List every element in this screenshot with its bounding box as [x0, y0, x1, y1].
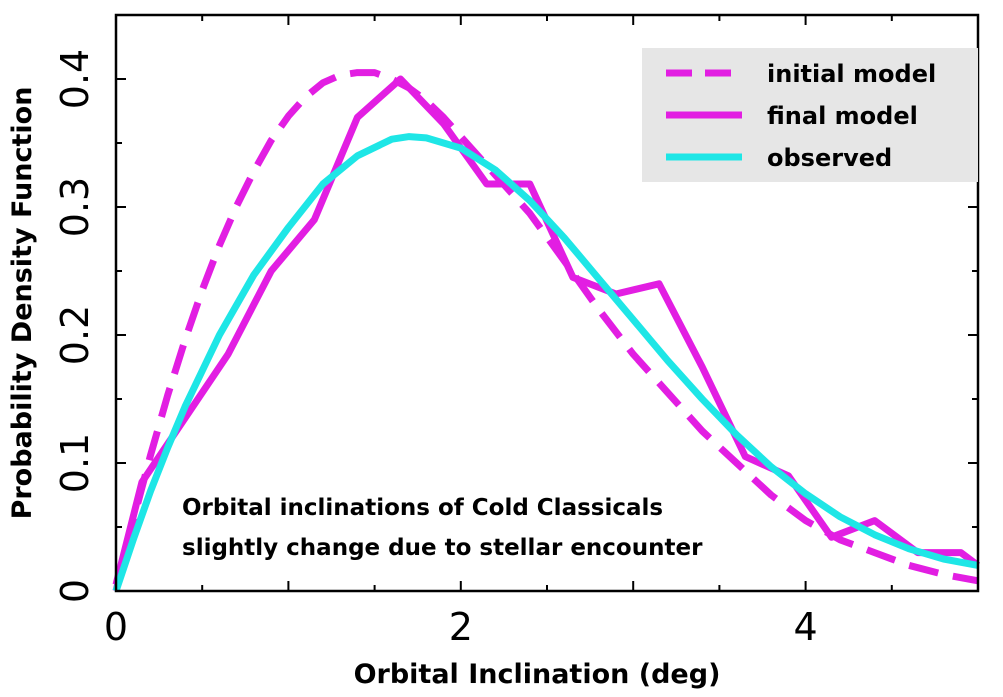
- x-axis-title: Orbital Inclination (deg): [354, 659, 721, 690]
- y-tick-label: 0: [53, 579, 97, 603]
- tick-labels: 0 2 4 0 0.1 0.2 0.3 0.4: [53, 49, 818, 649]
- legend-label-initial-model: initial model: [767, 60, 936, 88]
- series-observed-line: [112, 133, 979, 593]
- legend-label-final-model: final model: [767, 102, 918, 130]
- series-final-model-line: [112, 75, 981, 586]
- annotation-line-2: slightly change due to stellar encounter: [182, 535, 703, 561]
- y-tick-label: 0.2: [53, 305, 97, 365]
- y-tick-label: 0.3: [53, 177, 97, 237]
- x-tick-label: 4: [794, 605, 818, 649]
- x-tick-label: 0: [104, 605, 128, 649]
- y-tick-label: 0.4: [53, 49, 97, 109]
- series-layer: [112, 69, 981, 593]
- y-axis-title: Probability Density Function: [7, 87, 38, 520]
- legend-label-observed: observed: [767, 144, 892, 172]
- legend: initial model final model observed: [642, 48, 978, 182]
- annotation-line-1: Orbital inclinations of Cold Classicals: [182, 495, 663, 521]
- plot-frame: [114, 13, 980, 593]
- x-tick-label: 2: [449, 605, 473, 649]
- series-initial-model-line: [112, 69, 979, 592]
- y-tick-label: 0.1: [53, 433, 97, 493]
